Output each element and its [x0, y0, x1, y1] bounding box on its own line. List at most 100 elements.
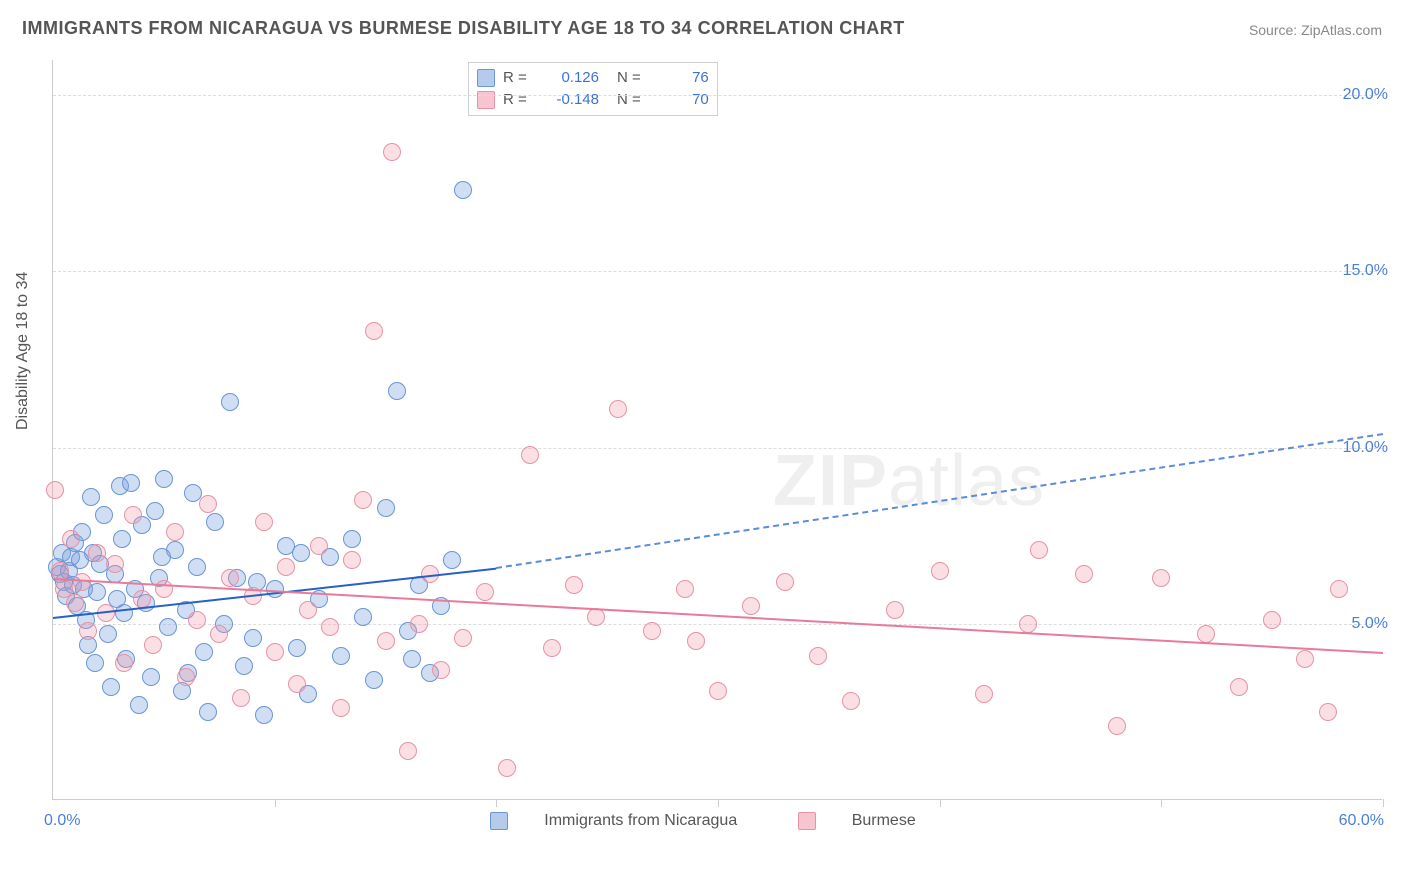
source-label: Source: [1249, 22, 1297, 38]
trend-line [496, 434, 1383, 570]
scatter-point [210, 625, 228, 643]
legend-item-nicaragua: Immigrants from Nicaragua [476, 812, 751, 830]
swatch-pink-icon [477, 91, 495, 109]
scatter-point [62, 530, 80, 548]
scatter-point [332, 647, 350, 665]
scatter-point [195, 643, 213, 661]
scatter-point [79, 622, 97, 640]
scatter-point [388, 382, 406, 400]
scatter-point [343, 551, 361, 569]
stat-n-value: 70 [649, 89, 709, 111]
scatter-point [443, 551, 461, 569]
swatch-pink-icon [798, 812, 816, 830]
scatter-point [354, 608, 372, 626]
scatter-point [144, 636, 162, 654]
scatter-point [498, 759, 516, 777]
y-tick-label: 5.0% [1352, 615, 1388, 633]
y-tick-label: 15.0% [1343, 262, 1388, 280]
scatter-point [476, 583, 494, 601]
scatter-point [106, 555, 124, 573]
watermark-light: atlas [888, 441, 1045, 521]
scatter-point [886, 601, 904, 619]
scatter-point [365, 671, 383, 689]
x-tick [275, 799, 276, 807]
scatter-point [159, 618, 177, 636]
x-tick [496, 799, 497, 807]
scatter-point [130, 696, 148, 714]
y-tick-label: 20.0% [1343, 86, 1388, 104]
scatter-point [122, 474, 140, 492]
scatter-point [410, 615, 428, 633]
chart-title: IMMIGRANTS FROM NICARAGUA VS BURMESE DIS… [22, 18, 905, 39]
scatter-point [975, 685, 993, 703]
x-tick [1383, 799, 1384, 807]
scatter-point [95, 506, 113, 524]
watermark-bold: ZIP [773, 441, 888, 521]
scatter-point [166, 523, 184, 541]
swatch-blue-icon [477, 69, 495, 87]
scatter-point [299, 601, 317, 619]
scatter-point [99, 625, 117, 643]
scatter-point [155, 580, 173, 598]
scatter-point [1030, 541, 1048, 559]
scatter-point [931, 562, 949, 580]
stat-n-label: N = [617, 89, 641, 111]
watermark: ZIPatlas [773, 440, 1045, 522]
scatter-point [235, 657, 253, 675]
legend-label: Burmese [852, 812, 916, 830]
scatter-point [155, 470, 173, 488]
scatter-point [809, 647, 827, 665]
scatter-point [454, 181, 472, 199]
stat-r-value: 0.126 [539, 67, 599, 89]
scatter-point [221, 569, 239, 587]
scatter-point [343, 530, 361, 548]
swatch-blue-icon [490, 812, 508, 830]
scatter-point [255, 706, 273, 724]
scatter-point [321, 618, 339, 636]
scatter-point [277, 558, 295, 576]
scatter-point [188, 558, 206, 576]
scatter-point [709, 682, 727, 700]
x-tick [1161, 799, 1162, 807]
scatter-point [199, 495, 217, 513]
y-axis-label: Disability Age 18 to 34 [14, 272, 32, 430]
scatter-point [1075, 565, 1093, 583]
gridline [53, 624, 1382, 625]
scatter-point [1019, 615, 1037, 633]
scatter-point [543, 639, 561, 657]
scatter-point [521, 446, 539, 464]
scatter-point [177, 668, 195, 686]
scatter-point [102, 678, 120, 696]
scatter-point [292, 544, 310, 562]
stat-n-label: N = [617, 67, 641, 89]
scatter-point [1108, 717, 1126, 735]
scatter-point [153, 548, 171, 566]
scatter-point [46, 481, 64, 499]
scatter-point [206, 513, 224, 531]
scatter-point [142, 668, 160, 686]
legend-item-burmese: Burmese [784, 812, 930, 830]
scatter-point [232, 689, 250, 707]
y-tick-label: 10.0% [1343, 439, 1388, 457]
scatter-point [115, 654, 133, 672]
stat-row-pink: R = -0.148 N = 70 [477, 89, 709, 111]
scatter-point [244, 629, 262, 647]
scatter-point [609, 400, 627, 418]
scatter-point [1230, 678, 1248, 696]
scatter-point [676, 580, 694, 598]
scatter-point [86, 654, 104, 672]
scatter-point [199, 703, 217, 721]
scatter-point [354, 491, 372, 509]
scatter-point [255, 513, 273, 531]
scatter-point [1330, 580, 1348, 598]
scatter-point [842, 692, 860, 710]
scatter-point [1296, 650, 1314, 668]
scatter-point [687, 632, 705, 650]
scatter-point [383, 143, 401, 161]
scatter-point [66, 594, 84, 612]
scatter-point [266, 643, 284, 661]
x-tick [718, 799, 719, 807]
scatter-point [124, 506, 142, 524]
stat-r-value: -0.148 [539, 89, 599, 111]
scatter-point [432, 661, 450, 679]
